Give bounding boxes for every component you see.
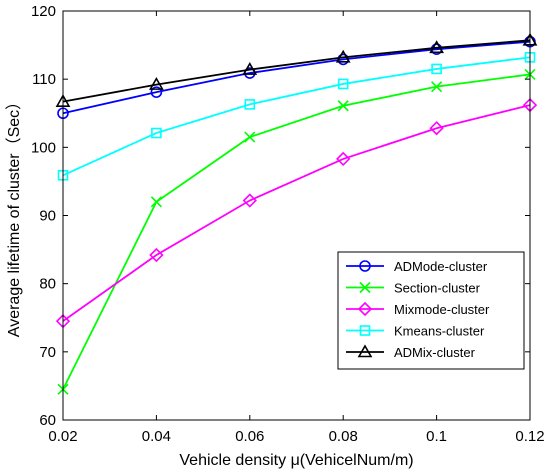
data-point <box>242 62 258 75</box>
x-tick-label: 0.08 <box>329 428 358 445</box>
data-point <box>337 100 349 112</box>
series-layer <box>55 32 538 395</box>
y-tick-label: 80 <box>39 276 56 293</box>
legend-item: ADMix-cluster <box>346 344 476 360</box>
y-tick-label: 60 <box>39 412 56 429</box>
legend-label: Mixmode-cluster <box>394 302 490 317</box>
data-point <box>429 121 444 136</box>
data-point <box>149 77 164 90</box>
axes-layer: 60 70 80 90 100 110 120 0.02 0.04 0.06 0.08 0.1 0.12 <box>31 3 545 445</box>
series-kmeans-cluster <box>57 52 536 181</box>
legend-item: ADMode-cluster <box>346 259 488 274</box>
legend-item: Kmeans-cluster <box>346 324 485 339</box>
data-point <box>151 127 162 139</box>
series-line <box>62 73 531 390</box>
legend-marker <box>357 344 373 358</box>
data-point <box>149 247 164 263</box>
x-tick-label: 0.04 <box>142 428 171 445</box>
data-point <box>244 99 256 110</box>
legend-marker <box>357 301 373 317</box>
legend-label: ADMode-cluster <box>394 259 488 274</box>
y-axis-title: Average lifetime of cluster（Sec） <box>5 94 23 337</box>
y-tick-label: 70 <box>39 344 56 361</box>
data-point <box>244 131 256 143</box>
series-line <box>62 104 531 322</box>
data-point <box>150 86 163 98</box>
data-point <box>431 63 442 75</box>
y-tick-label: 110 <box>32 71 56 88</box>
y-tick-label: 120 <box>31 3 56 20</box>
data-point <box>337 78 349 90</box>
legend-marker <box>359 281 371 294</box>
data-point <box>335 49 351 63</box>
x-tick-label: 0.1 <box>426 428 447 445</box>
legend: ADMode-cluster Section-cluster Mixmode-clu… <box>337 251 525 370</box>
legend-item: Mixmode-cluster <box>346 301 490 317</box>
x-axis-title: Vehicle density μ(VehicelNum/m) <box>179 452 413 469</box>
series-line <box>62 39 531 103</box>
y-tick-label: 100 <box>31 139 56 156</box>
legend-marker <box>359 325 371 336</box>
x-tick-label: 0.06 <box>235 428 264 445</box>
legend-marker <box>359 260 371 272</box>
data-point <box>431 81 443 93</box>
legend-label: ADMix-cluster <box>394 345 476 360</box>
data-point <box>429 40 444 54</box>
x-tick-label: 0.12 <box>515 428 544 445</box>
legend-item: Section-cluster <box>346 281 481 296</box>
data-point <box>242 193 257 208</box>
legend-label: Kmeans-cluster <box>394 324 485 339</box>
y-tick-label: 90 <box>39 208 56 225</box>
data-point <box>150 196 162 208</box>
data-point <box>336 151 351 167</box>
series-line <box>62 40 531 115</box>
legend-label: Section-cluster <box>394 281 481 296</box>
series-line <box>62 56 531 177</box>
x-tick-label: 0.02 <box>48 428 77 445</box>
